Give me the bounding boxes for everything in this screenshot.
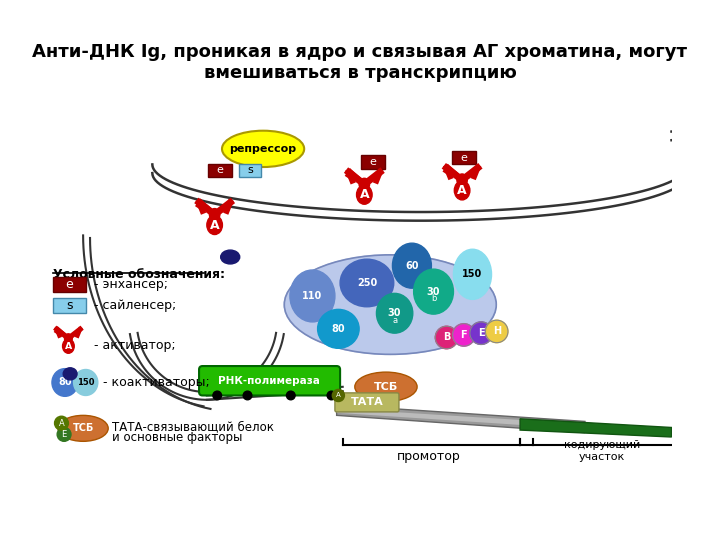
Text: 30: 30 — [388, 308, 401, 318]
Text: е: е — [369, 157, 377, 167]
FancyBboxPatch shape — [239, 164, 261, 178]
Text: Е: Е — [61, 430, 67, 439]
Polygon shape — [337, 405, 585, 433]
Ellipse shape — [356, 185, 372, 204]
Text: 150: 150 — [462, 269, 482, 279]
Text: ТСБ: ТСБ — [73, 423, 94, 433]
Circle shape — [470, 322, 492, 345]
Bar — [53, 277, 86, 293]
Ellipse shape — [355, 372, 417, 402]
Polygon shape — [520, 419, 672, 437]
Circle shape — [55, 416, 68, 430]
Text: B: B — [443, 333, 450, 342]
Text: a: a — [392, 316, 397, 325]
Ellipse shape — [65, 334, 72, 343]
Ellipse shape — [454, 181, 470, 200]
Ellipse shape — [414, 269, 454, 314]
Ellipse shape — [73, 369, 98, 395]
Text: А: А — [65, 342, 72, 350]
Text: H: H — [492, 327, 501, 336]
Ellipse shape — [207, 215, 222, 234]
Text: А: А — [457, 184, 467, 197]
FancyBboxPatch shape — [207, 164, 232, 178]
Ellipse shape — [210, 208, 220, 221]
Text: 60: 60 — [405, 261, 418, 271]
Ellipse shape — [221, 250, 240, 264]
Text: - активатор;: - активатор; — [94, 339, 176, 352]
Ellipse shape — [63, 368, 77, 380]
Text: кодирующий
участок: кодирующий участок — [564, 441, 640, 462]
Circle shape — [436, 326, 458, 349]
Text: Условные обозначения:: Условные обозначения: — [53, 268, 225, 281]
Bar — [53, 298, 86, 313]
Text: и основные факторы: и основные факторы — [112, 431, 242, 444]
Text: репрессор: репрессор — [230, 144, 297, 154]
Text: А: А — [58, 418, 64, 428]
Text: b: b — [431, 294, 436, 303]
Text: е: е — [66, 278, 73, 291]
Ellipse shape — [340, 259, 394, 307]
Ellipse shape — [457, 174, 467, 186]
Ellipse shape — [377, 293, 413, 333]
Circle shape — [287, 391, 295, 400]
Circle shape — [485, 320, 508, 343]
Text: Анти-ДНК Ig, проникая в ядро и связывая АГ хроматина, могут
вмешиваться в транск: Анти-ДНК Ig, проникая в ядро и связывая … — [32, 43, 688, 82]
Text: е: е — [217, 165, 223, 176]
Text: промотор: промотор — [397, 450, 461, 463]
Text: 80: 80 — [331, 324, 345, 334]
Text: А: А — [210, 219, 220, 232]
Text: 110: 110 — [302, 291, 323, 301]
Text: E: E — [478, 328, 485, 338]
Circle shape — [213, 391, 222, 400]
Text: ТАТА: ТАТА — [351, 397, 383, 407]
Text: - сайленсер;: - сайленсер; — [94, 299, 176, 312]
Text: 150: 150 — [77, 378, 94, 387]
Text: 30: 30 — [427, 287, 441, 296]
Text: А: А — [359, 188, 369, 201]
FancyBboxPatch shape — [335, 393, 399, 412]
Circle shape — [453, 323, 475, 346]
Text: 250: 250 — [357, 278, 377, 288]
Text: РНК-полимераза: РНК-полимераза — [218, 376, 320, 386]
Text: s: s — [66, 299, 73, 312]
Circle shape — [327, 391, 336, 400]
Text: е: е — [460, 152, 467, 163]
Ellipse shape — [454, 249, 492, 299]
Circle shape — [243, 391, 252, 400]
Ellipse shape — [318, 309, 359, 348]
Circle shape — [57, 428, 71, 441]
Polygon shape — [337, 408, 585, 429]
Ellipse shape — [58, 415, 108, 441]
Ellipse shape — [359, 178, 369, 191]
Text: F: F — [461, 330, 467, 340]
Ellipse shape — [284, 255, 496, 354]
Ellipse shape — [52, 369, 78, 396]
Ellipse shape — [392, 243, 431, 288]
Ellipse shape — [290, 270, 335, 322]
FancyBboxPatch shape — [199, 366, 340, 395]
Ellipse shape — [63, 339, 74, 353]
Text: s: s — [247, 165, 253, 176]
Text: ТАТА-связывающий белок: ТАТА-связывающий белок — [112, 420, 274, 433]
Text: 80: 80 — [58, 377, 72, 388]
Text: ТСБ: ТСБ — [374, 382, 398, 392]
Text: А: А — [336, 393, 341, 399]
Ellipse shape — [222, 131, 304, 167]
Text: - коактиваторы;: - коактиваторы; — [103, 376, 210, 389]
Circle shape — [333, 389, 344, 402]
FancyBboxPatch shape — [451, 151, 476, 165]
Text: - энхансер;: - энхансер; — [94, 278, 168, 291]
FancyBboxPatch shape — [361, 155, 385, 169]
